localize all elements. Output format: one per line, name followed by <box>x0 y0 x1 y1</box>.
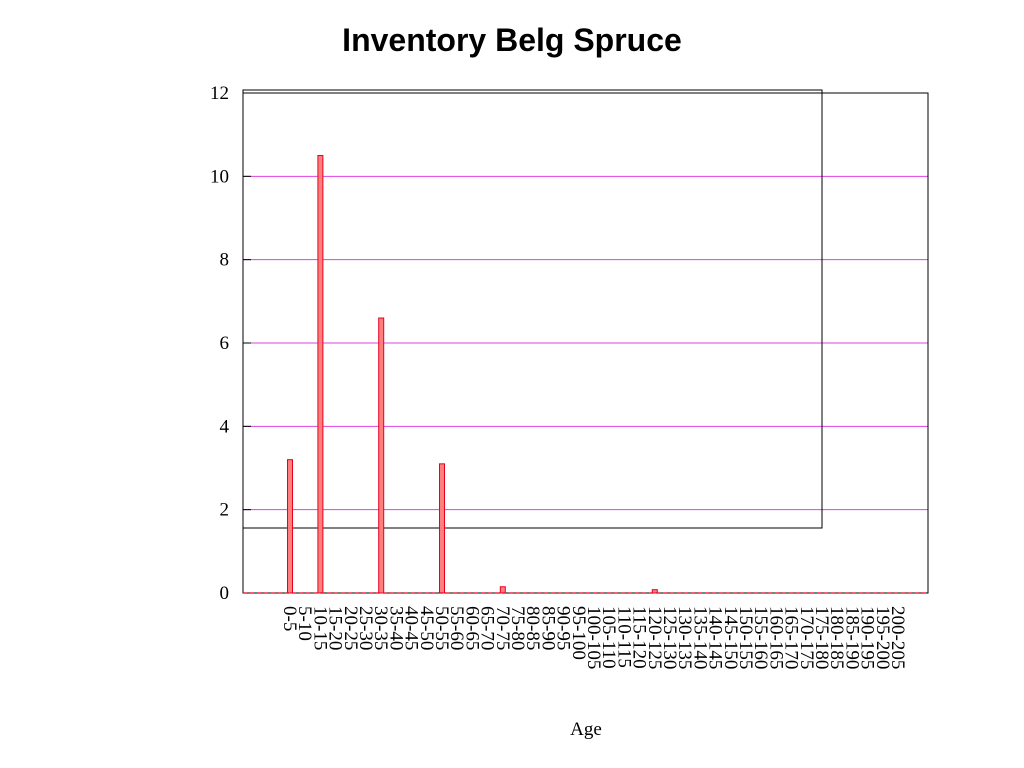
x-tick-label: 45-50 <box>416 606 437 650</box>
x-tick-label: 30-35 <box>370 606 391 650</box>
x-tick-label: 75-80 <box>507 606 528 650</box>
bar <box>287 459 293 594</box>
x-tick-label: 160-165 <box>765 606 786 669</box>
x-tick-label: 5-10 <box>294 606 315 641</box>
x-tick-label: 115-120 <box>629 606 650 669</box>
x-tick-label: 105-110 <box>598 606 619 669</box>
y-tick-label: 10 <box>210 166 229 187</box>
x-tick-label: 110-115 <box>613 606 634 668</box>
x-tick-label: 195-200 <box>872 606 893 669</box>
y-tick-label: 2 <box>220 500 230 521</box>
x-tick-label: 185-190 <box>841 606 862 669</box>
x-tick-label: 95-100 <box>568 606 589 660</box>
x-tick-label: 125-130 <box>659 606 680 669</box>
x-tick-label: 170-175 <box>796 606 817 669</box>
x-tick-label: 90-95 <box>553 606 574 650</box>
x-tick-label: 80-85 <box>522 606 543 650</box>
x-tick-label: 135-140 <box>689 606 710 669</box>
y-tick-label: 4 <box>220 416 230 437</box>
x-tick-label: 15-20 <box>325 606 346 650</box>
x-tick-label: 155-160 <box>750 606 771 669</box>
x-tick-label: 190-195 <box>857 606 878 669</box>
x-tick-label: 70-75 <box>492 606 513 650</box>
x-tick-label: 130-135 <box>674 606 695 669</box>
y-tick-label: 0 <box>220 583 230 604</box>
x-tick-label: 85-90 <box>537 606 558 650</box>
x-axis-label: Age <box>570 719 602 740</box>
x-tick-label: 145-150 <box>720 606 741 669</box>
bar <box>651 589 658 594</box>
chart-title: Inventory Belg Spruce <box>342 22 682 58</box>
x-axis-ticks: 0-55-1010-1515-2020-2525-3030-3535-4040-… <box>279 606 908 669</box>
x-tick-label: 20-25 <box>340 606 361 650</box>
bar <box>317 155 324 594</box>
bars <box>287 155 658 594</box>
x-tick-label: 150-155 <box>735 606 756 669</box>
x-tick-label: 50-55 <box>431 606 452 650</box>
y-tick-label: 6 <box>220 333 230 354</box>
x-tick-label: 120-125 <box>644 606 665 669</box>
legend-box <box>242 89 823 529</box>
x-tick-label: 180-185 <box>826 606 847 669</box>
bar <box>499 586 506 594</box>
x-tick-label: 55-60 <box>446 606 467 650</box>
x-tick-label: 65-70 <box>477 606 498 650</box>
x-tick-label: 0-5 <box>279 606 300 631</box>
grid-layer <box>243 175 928 511</box>
x-tick-label: 165-170 <box>781 606 802 669</box>
x-tick-label: 100-105 <box>583 606 604 669</box>
x-tick-label: 60-65 <box>461 606 482 650</box>
x-tick-label: 175-180 <box>811 606 832 669</box>
x-tick-label: 40-45 <box>401 606 422 650</box>
x-tick-label: 200-205 <box>887 606 908 669</box>
x-tick-label: 10-15 <box>309 606 330 650</box>
bar <box>439 463 445 594</box>
bar <box>378 317 385 594</box>
x-tick-label: 140-145 <box>705 606 726 669</box>
y-tick-label: 8 <box>220 250 230 271</box>
y-tick-label: 12 <box>210 83 229 104</box>
y-axis-ticks: 0 2 4 6 8 10 12 <box>210 83 251 604</box>
x-tick-label: 25-30 <box>355 606 376 650</box>
x-tick-label: 35-40 <box>385 606 406 650</box>
